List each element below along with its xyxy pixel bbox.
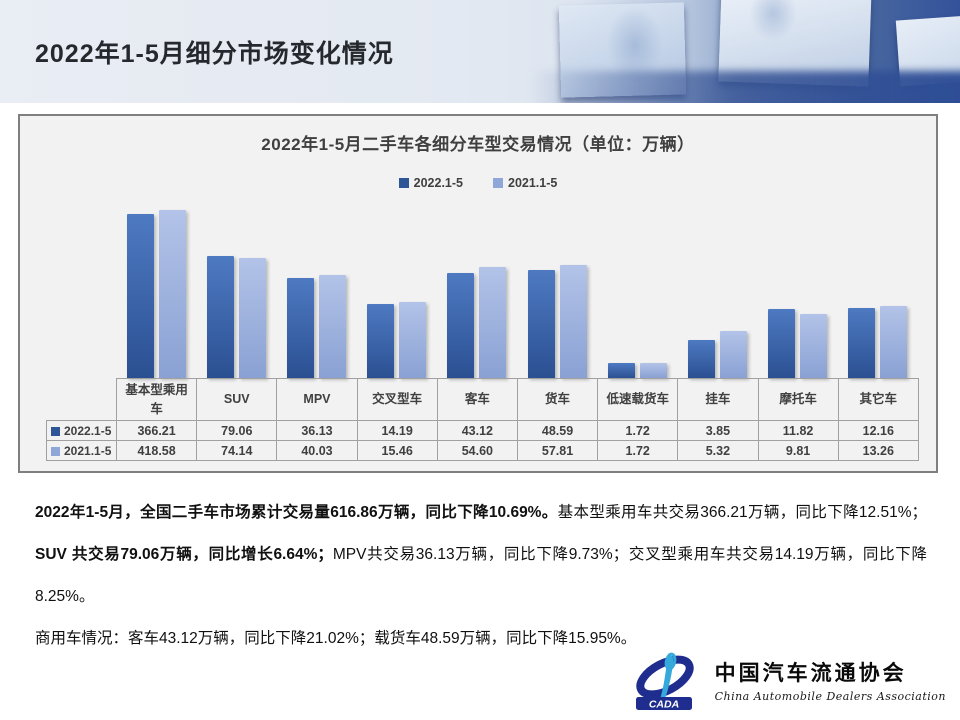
value-cell-2021.1-5-基本型乘用车: 418.58 xyxy=(115,440,198,461)
bar-2021.1-5-挂车 xyxy=(720,331,747,378)
chart-legend: 2022.1-5 2021.1-5 xyxy=(20,176,936,190)
column-header-低速载货车: 低速载货车 xyxy=(597,378,679,421)
value-cell-2022.1-5-低速载货车: 1.72 xyxy=(597,420,679,441)
column-header-交叉型车: 交叉型车 xyxy=(356,378,438,421)
commentary-paragraph: 商用车情况：客车43.12万辆，同比下降21.02%；载货车48.59万辆，同比… xyxy=(35,618,927,660)
value-cell-2022.1-5-挂车: 3.85 xyxy=(677,420,759,441)
value-cell-2022.1-5-其它车: 12.16 xyxy=(837,420,919,441)
data-table: 基本型乘用车 SUV MPV 交叉型车 客车 货车 低速载货车 挂车 摩托车 其它车 2022.1-… xyxy=(46,378,919,461)
legend-label-2022: 2022.1-5 xyxy=(413,176,463,190)
table-row-2022.1-5: 2022.1-5 366.21 79.06 36.13 14.19 43.12 48.59 1… xyxy=(46,420,919,441)
value-cell-2021.1-5-低速载货车: 1.72 xyxy=(597,440,679,461)
legend-swatch-2021-icon xyxy=(493,178,503,188)
decor-floor-shadow xyxy=(530,71,960,103)
row-swatch-icon xyxy=(51,426,60,436)
value-cell-2022.1-5-客车: 43.12 xyxy=(436,420,518,441)
commentary-paragraph: 2022年1-5月，全国二手车市场累计交易量616.86万辆，同比下降10.69… xyxy=(35,492,927,618)
column-header-基本型乘用车: 基本型乘用车 xyxy=(115,378,198,421)
column-header-其它车: 其它车 xyxy=(837,378,919,421)
commentary-run: 商用车情况：客车43.12万辆，同比下降21.02%；载货车48.59万辆，同比… xyxy=(35,630,637,647)
bar-2021.1-5-货车 xyxy=(559,265,587,378)
org-name-cn: 中国汽车流通协会 xyxy=(714,660,907,685)
row-label-2021.1-5: 2021.1-5 xyxy=(46,440,117,461)
bar-2022.1-5-SUV xyxy=(206,256,234,378)
bar-2021.1-5-其它车 xyxy=(880,306,908,378)
cada-emblem-icon: CADA xyxy=(635,652,694,711)
legend-item-2021: 2021.1-5 xyxy=(493,176,557,190)
value-cell-2022.1-5-基本型乘用车: 366.21 xyxy=(115,420,198,441)
commentary-run: 基本型乘用车共交易366.21万辆，同比下降12.51%； xyxy=(557,504,927,521)
bar-2021.1-5-客车 xyxy=(479,267,507,378)
bar-2021.1-5-MPV xyxy=(319,275,346,378)
legend-label-2021: 2021.1-5 xyxy=(508,176,558,190)
chart-panel: 2022年1-5月二手车各细分车型交易情况（单位：万辆） 2022.1-5 20… xyxy=(18,114,938,473)
column-header-MPV: MPV xyxy=(276,378,358,421)
bar-2021.1-5-摩托车 xyxy=(800,314,828,378)
column-header-SUV: SUV xyxy=(196,378,278,421)
value-cell-2021.1-5-客车: 54.60 xyxy=(436,440,518,461)
bar-2021.1-5-SUV xyxy=(238,258,266,378)
bar-2022.1-5-挂车 xyxy=(688,340,715,378)
commentary-text: 2022年1-5月，全国二手车市场累计交易量616.86万辆，同比下降10.69… xyxy=(35,492,927,660)
value-cell-2021.1-5-MPV: 40.03 xyxy=(276,440,358,461)
bar-2022.1-5-其它车 xyxy=(848,308,876,378)
row-label-2022.1-5: 2022.1-5 xyxy=(46,420,117,441)
bar-2022.1-5-摩托车 xyxy=(768,309,796,378)
bar-2022.1-5-基本型乘用车 xyxy=(126,214,154,378)
bar-2022.1-5-低速载货车 xyxy=(607,363,635,378)
legend-swatch-2022-icon xyxy=(398,178,409,188)
value-cell-2021.1-5-摩托车: 9.81 xyxy=(757,440,839,461)
column-header-挂车: 挂车 xyxy=(677,378,759,421)
bar-2021.1-5-基本型乘用车 xyxy=(158,210,186,378)
value-cell-2021.1-5-货车: 57.81 xyxy=(516,440,599,461)
value-cell-2021.1-5-SUV: 74.14 xyxy=(196,440,278,461)
commentary-run-bold: SUV 共交易79.06万辆，同比增长6.64%； xyxy=(35,546,333,563)
chart-title: 2022年1-5月二手车各细分车型交易情况（单位：万辆） xyxy=(261,135,695,154)
svg-text:CADA: CADA xyxy=(648,699,678,711)
org-logo: CADA 中国汽车流通协会 China Automobile Dealers A… xyxy=(631,650,946,710)
data-table-wrap: 基本型乘用车 SUV MPV 交叉型车 客车 货车 低速载货车 挂车 摩托车 其它车 2022.1-… xyxy=(46,378,919,461)
legend-item-2022: 2022.1-5 xyxy=(398,176,463,190)
table-corner xyxy=(47,379,117,421)
value-cell-2021.1-5-挂车: 5.32 xyxy=(677,440,759,461)
row-swatch-icon xyxy=(51,446,60,456)
bar-2021.1-5-交叉型车 xyxy=(399,302,427,378)
column-header-摩托车: 摩托车 xyxy=(757,378,839,421)
value-cell-2022.1-5-MPV: 36.13 xyxy=(276,420,358,441)
column-header-客车: 客车 xyxy=(436,378,518,421)
commentary-run-bold: 2022年1-5月，全国二手车市场累计交易量616.86万辆，同比下降10.69… xyxy=(35,504,558,521)
page-title: 2022年1-5月细分市场变化情况 xyxy=(35,40,394,68)
org-names: 中国汽车流通协会 China Automobile Dealers Associ… xyxy=(715,657,946,703)
value-cell-2021.1-5-其它车: 13.26 xyxy=(837,440,919,461)
decor-cubes-image xyxy=(530,0,960,103)
commentary-run: MPV共交易36.13万辆，同比下降9.73%；交叉型乘用车共交易14.19万辆… xyxy=(35,546,927,605)
table-row-2021.1-5: 2021.1-5 418.58 74.14 40.03 15.46 54.60 57.81 1… xyxy=(46,440,919,461)
bar-2022.1-5-交叉型车 xyxy=(367,304,395,378)
bar-2022.1-5-货车 xyxy=(527,270,555,378)
value-cell-2022.1-5-摩托车: 11.82 xyxy=(757,420,839,441)
value-cell-2022.1-5-SUV: 79.06 xyxy=(196,420,278,441)
bar-plot xyxy=(116,116,918,378)
bar-2021.1-5-低速载货车 xyxy=(639,363,667,378)
column-header-货车: 货车 xyxy=(516,378,599,421)
header-banner: 2022年1-5月细分市场变化情况 xyxy=(0,0,960,103)
value-cell-2021.1-5-交叉型车: 15.46 xyxy=(356,440,438,461)
table-header-row: 基本型乘用车 SUV MPV 交叉型车 客车 货车 低速载货车 挂车 摩托车 其它车 xyxy=(47,378,919,421)
bar-2022.1-5-客车 xyxy=(447,273,475,378)
value-cell-2022.1-5-交叉型车: 14.19 xyxy=(356,420,438,441)
bar-2022.1-5-MPV xyxy=(287,278,314,378)
org-name-en: China Automobile Dealers Association xyxy=(714,690,946,703)
value-cell-2022.1-5-货车: 48.59 xyxy=(516,420,599,441)
